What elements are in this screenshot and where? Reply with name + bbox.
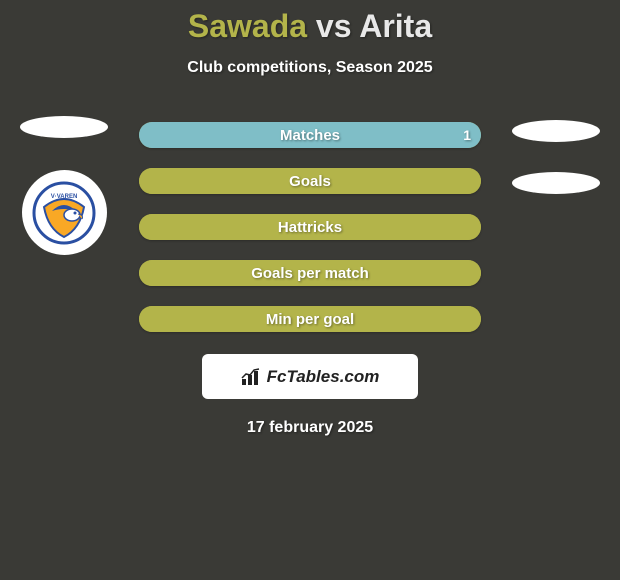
svg-text:V·VAREN: V·VAREN [51, 194, 78, 200]
right-player-markers [506, 120, 606, 194]
left-player-markers: V·VAREN [14, 116, 114, 255]
bar-label: Goals per match [251, 265, 369, 282]
stat-bars: Matches 1 Goals Hattricks Goals per matc… [139, 122, 481, 332]
bar-label: Hattricks [278, 219, 342, 236]
vs-separator: vs [316, 8, 352, 44]
comparison-chart: V·VAREN Matches 1 Goals Hattricks [0, 122, 620, 332]
watermark-text: FcTables.com [267, 367, 380, 387]
bar-label: Goals [289, 173, 331, 190]
player1-club-logo: V·VAREN [22, 170, 107, 255]
date-label: 17 february 2025 [0, 419, 620, 437]
bar-label: Matches [280, 127, 340, 144]
subtitle: Club competitions, Season 2025 [0, 59, 620, 77]
bar-label: Min per goal [266, 311, 354, 328]
stat-bar-matches: Matches 1 [139, 122, 481, 148]
watermark-chart-icon [241, 368, 263, 386]
stat-bar-goals: Goals [139, 168, 481, 194]
bar-value-right: 1 [463, 127, 471, 143]
stat-bar-hattricks: Hattricks [139, 214, 481, 240]
comparison-title: Sawada vs Arita [0, 0, 620, 45]
stat-bar-min-per-goal: Min per goal [139, 306, 481, 332]
player2-ellipse-1 [512, 120, 600, 142]
player1-ellipse [20, 116, 108, 138]
club-badge-icon: V·VAREN [32, 181, 96, 245]
player2-name: Arita [359, 8, 432, 44]
player1-name: Sawada [188, 8, 307, 44]
stat-bar-goals-per-match: Goals per match [139, 260, 481, 286]
watermark: FcTables.com [202, 354, 418, 399]
player2-ellipse-2 [512, 172, 600, 194]
